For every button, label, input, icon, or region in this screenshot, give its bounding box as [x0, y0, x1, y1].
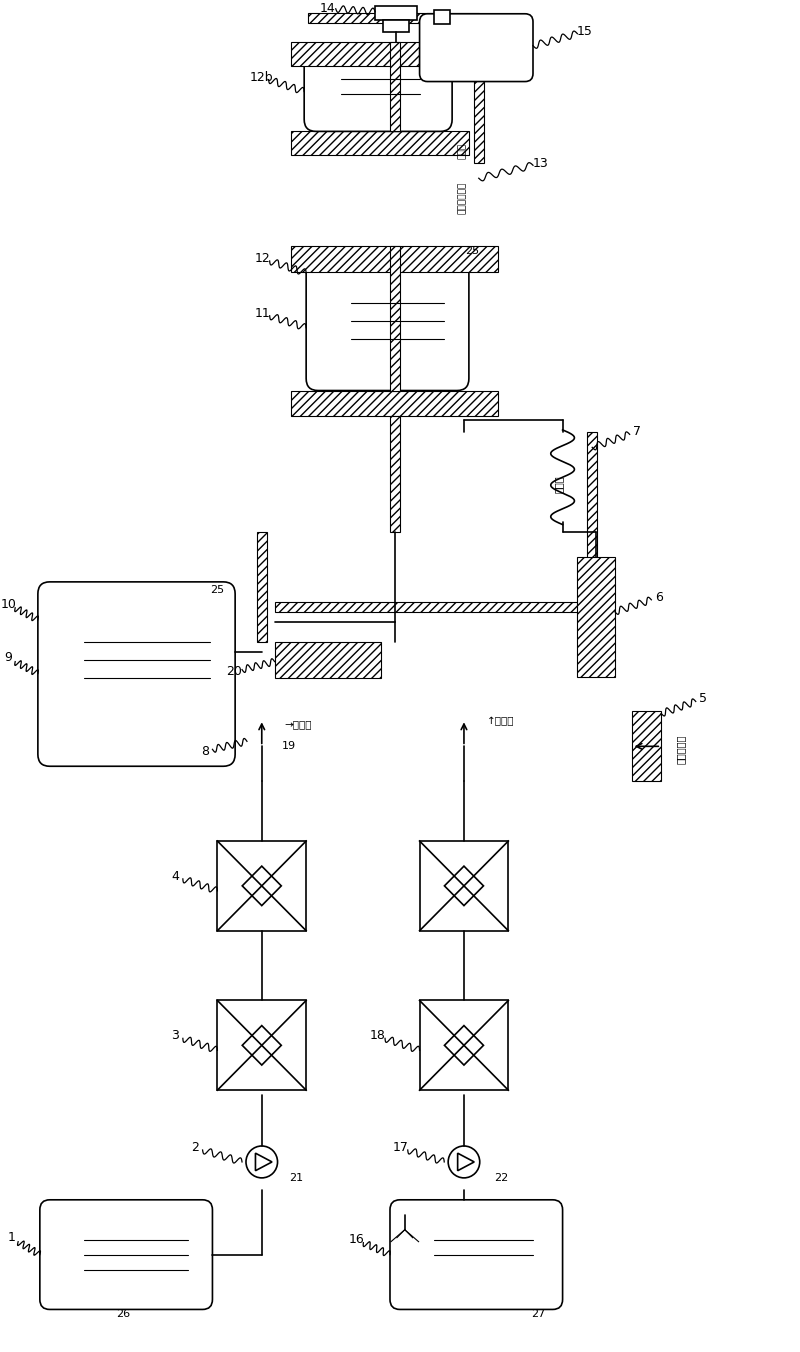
Bar	[632, 711, 662, 781]
Bar	[291, 131, 469, 155]
Text: 19: 19	[282, 741, 296, 752]
Polygon shape	[255, 1153, 272, 1171]
Text: 1: 1	[7, 1232, 15, 1244]
Bar	[383, 20, 409, 31]
Text: ↑脱気水: ↑脱気水	[486, 717, 514, 726]
Text: 14: 14	[320, 1, 336, 15]
Bar	[419, 1000, 508, 1090]
Text: 10: 10	[0, 598, 16, 611]
FancyBboxPatch shape	[306, 251, 469, 391]
Text: 6: 6	[655, 591, 663, 604]
Bar	[419, 841, 508, 930]
Text: 12b: 12b	[250, 70, 273, 84]
Text: 7: 7	[633, 426, 641, 438]
Text: 20: 20	[226, 665, 242, 677]
FancyBboxPatch shape	[419, 14, 533, 81]
FancyBboxPatch shape	[304, 46, 452, 131]
Bar	[587, 433, 597, 607]
Bar	[291, 42, 469, 66]
Polygon shape	[242, 867, 282, 906]
Bar	[390, 246, 400, 391]
FancyBboxPatch shape	[38, 581, 235, 767]
Polygon shape	[242, 1026, 282, 1065]
Polygon shape	[458, 1153, 474, 1171]
Text: →調合槽: →調合槽	[285, 719, 312, 729]
Bar	[291, 391, 498, 416]
Text: 11: 11	[254, 307, 270, 320]
Bar	[390, 416, 400, 533]
Text: 13: 13	[533, 157, 549, 170]
Text: 二酸化炭素: 二酸化炭素	[676, 734, 686, 764]
Bar	[395, 12, 478, 23]
Text: 内容液: 内容液	[458, 143, 466, 160]
Circle shape	[246, 1146, 278, 1178]
Text: 12: 12	[254, 251, 270, 265]
Bar	[257, 533, 266, 642]
Text: 25: 25	[465, 246, 479, 256]
Text: 15: 15	[577, 26, 593, 38]
Bar	[390, 42, 400, 131]
Text: 27: 27	[531, 1310, 545, 1320]
Polygon shape	[445, 867, 483, 906]
Bar	[274, 642, 381, 677]
Bar	[375, 5, 417, 20]
Text: 22: 22	[494, 1174, 509, 1183]
Polygon shape	[445, 1026, 483, 1065]
Text: 2: 2	[191, 1141, 199, 1155]
Text: 26: 26	[117, 1310, 130, 1320]
Bar	[218, 1000, 306, 1090]
Bar	[274, 602, 592, 611]
Text: 3: 3	[171, 1029, 179, 1042]
FancyBboxPatch shape	[390, 1199, 562, 1310]
Text: 18: 18	[370, 1029, 386, 1042]
Bar	[308, 12, 400, 23]
Bar	[291, 246, 498, 272]
Bar	[474, 18, 484, 164]
Text: 16: 16	[348, 1233, 364, 1247]
Text: 21: 21	[290, 1174, 303, 1183]
Text: 25: 25	[210, 585, 225, 595]
Text: 加二酸化炭素: 加二酸化炭素	[458, 183, 466, 214]
Text: 8: 8	[201, 745, 209, 757]
Text: 4: 4	[171, 869, 179, 883]
Text: 5: 5	[699, 692, 707, 706]
Bar	[434, 9, 450, 24]
Bar	[218, 841, 306, 930]
Text: 炭酸水: 炭酸水	[554, 476, 564, 493]
Text: 17: 17	[392, 1141, 408, 1155]
Bar	[578, 557, 615, 676]
Text: 9: 9	[4, 652, 12, 664]
Circle shape	[448, 1146, 480, 1178]
FancyBboxPatch shape	[40, 1199, 213, 1310]
